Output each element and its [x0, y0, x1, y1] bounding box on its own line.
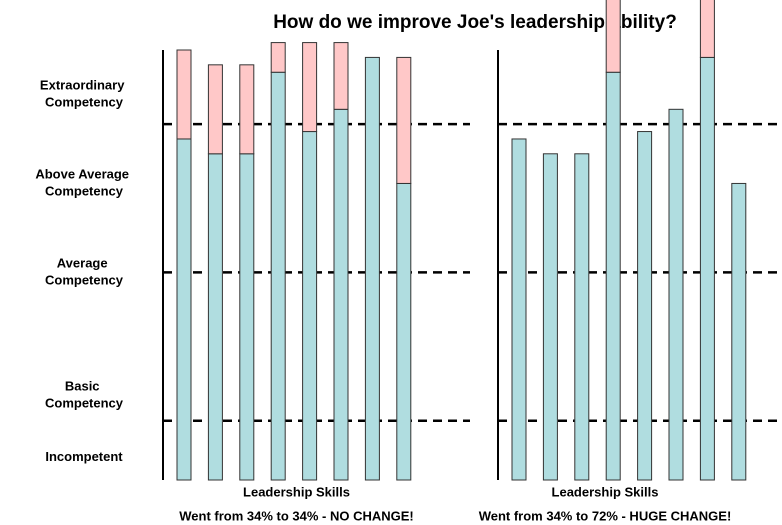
bar-segment: [270, 71, 286, 481]
bar-segment: [542, 153, 558, 481]
bar-segment: [364, 56, 380, 481]
x-axis-label: Leadership Skills: [243, 484, 350, 499]
x-axis-label: Leadership Skills: [552, 484, 659, 499]
bar-segment: [207, 64, 223, 155]
y-tick-label: Above Average Competency: [35, 167, 132, 199]
chart-title: How do we improve Joe's leadership abili…: [273, 12, 677, 33]
bar-segment: [396, 182, 412, 481]
y-tick-label: Incompetent: [45, 449, 123, 464]
bar-segment: [699, 56, 715, 481]
bar-segment: [574, 153, 590, 481]
bar-segment: [605, 0, 621, 73]
bar-segment: [176, 49, 192, 140]
bar-segment: [176, 138, 192, 481]
bar-segment: [207, 153, 223, 481]
bar-segment: [396, 56, 412, 184]
bar-segment: [637, 131, 653, 481]
bar-segment: [511, 138, 527, 481]
y-tick-label: Extraordinary Competency: [40, 78, 128, 110]
bar-segment: [699, 0, 715, 58]
bar-segment: [605, 71, 621, 481]
bar-segment: [333, 108, 349, 481]
y-tick-label: Basic Competency: [45, 379, 124, 411]
bar-segment: [302, 42, 318, 133]
bar-segment: [731, 182, 747, 481]
caption: Went from 34% to 34% - NO CHANGE!: [179, 508, 414, 523]
bar-segment: [270, 42, 286, 73]
bar-segment: [668, 108, 684, 481]
bar-segment: [302, 131, 318, 481]
bar-segment: [239, 64, 255, 155]
bar-segment: [333, 42, 349, 110]
y-tick-label: Average Competency: [45, 256, 124, 288]
bar-segment: [239, 153, 255, 481]
caption: Went from 34% to 72% - HUGE CHANGE!: [479, 508, 732, 523]
